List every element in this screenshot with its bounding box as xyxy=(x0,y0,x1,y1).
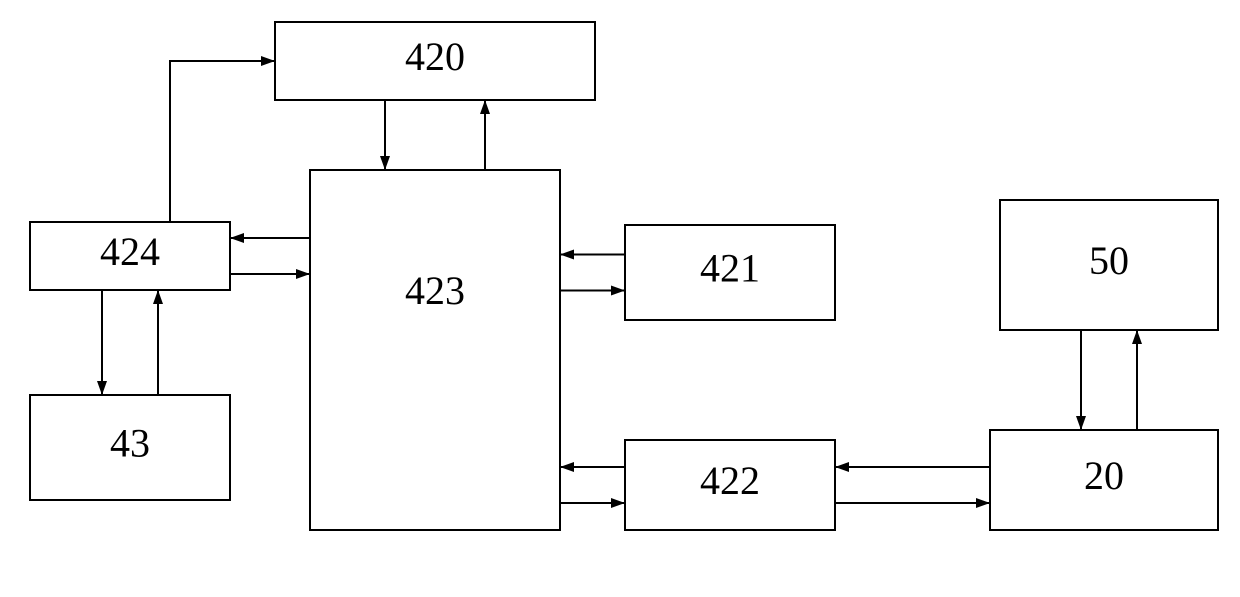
node-422: 422 xyxy=(625,440,835,530)
node-20: 20 xyxy=(990,430,1218,530)
node-label: 420 xyxy=(405,34,465,79)
arrow-n424-n420 xyxy=(170,61,275,222)
node-label: 421 xyxy=(700,246,760,291)
node-label: 424 xyxy=(100,229,160,274)
node-424: 424 xyxy=(30,222,230,290)
node-421: 421 xyxy=(625,225,835,320)
node-label: 422 xyxy=(700,458,760,503)
node-label: 20 xyxy=(1084,453,1124,498)
block-diagram: 420 424 43 423 421 422 20 50 xyxy=(0,0,1240,597)
node-50: 50 xyxy=(1000,200,1218,330)
node-420: 420 xyxy=(275,22,595,100)
node-label: 423 xyxy=(405,268,465,313)
node-label: 50 xyxy=(1089,238,1129,283)
node-label: 43 xyxy=(110,421,150,466)
node-423: 423 xyxy=(310,170,560,530)
node-43: 43 xyxy=(30,395,230,500)
